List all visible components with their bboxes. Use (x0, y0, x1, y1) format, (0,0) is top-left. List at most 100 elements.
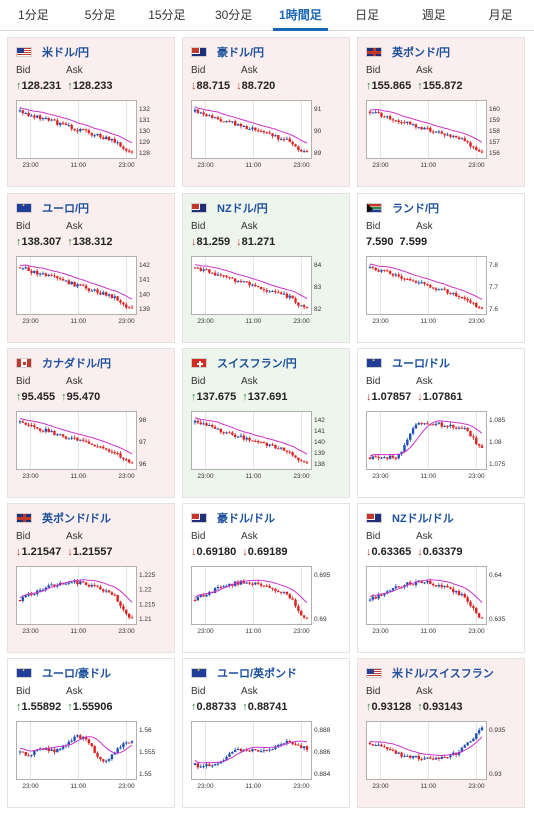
bid-value: 7.590 (366, 236, 394, 248)
rate-card[interactable]: ユーロ/ドルBidAsk↓1.07857↓1.078611.0851.081.0… (357, 348, 525, 498)
candle-body (443, 288, 446, 290)
ask-label: Ask (66, 65, 83, 76)
price-chart[interactable]: 160 159 158 157 156 23:00 11:00 23:00 (366, 100, 516, 170)
pair-name[interactable]: ユーロ/円 (42, 203, 90, 215)
pair-name[interactable]: ユーロ/英ポンド (217, 668, 298, 680)
tab-6[interactable]: 週足 (421, 8, 446, 22)
price-chart[interactable]: 98 97 96 23:00 11:00 23:00 (16, 411, 166, 481)
bid-value: 81.259 (196, 236, 231, 248)
candle-body (110, 138, 114, 141)
candle-body (208, 424, 211, 426)
pair-name[interactable]: NZドル/ドル (392, 513, 454, 525)
rate-card[interactable]: ユーロ/円BidAsk↑138.307↑138.3121421411401392… (7, 193, 175, 343)
candle-body (202, 595, 205, 597)
price-chart[interactable]: 1.085 1.08 1.075 23:00 11:00 23:00 (366, 411, 516, 481)
price-chart[interactable]: 132 131 130 129 128 23:00 11:00 23:00 (16, 100, 166, 170)
candle-body (475, 733, 478, 739)
tab-7[interactable]: 月足 (488, 8, 513, 22)
bid-label: Bid (366, 376, 381, 387)
rate-card[interactable]: 豪ドル/円 Bid Ask ↓88.715 ↓88.720 91 90 89 23:00 11:0… (182, 37, 350, 187)
tab-4[interactable]: 1時間足 (267, 0, 334, 31)
tab-2[interactable]: 15分足 (148, 8, 186, 22)
candle-body (265, 585, 268, 587)
rate-card[interactable]: 豪ドル/ドル Bid Ask ↓0.69180 ↓0.69189 0.695 0.69 23:… (182, 503, 350, 653)
y-tick-label: 1.55 (139, 771, 152, 778)
rate-card[interactable]: ユーロ/豪ドルBidAsk↑1.55892↑1.559061.561.5551.… (7, 658, 175, 808)
rate-card[interactable]: ランド/円 Bid Ask 7.590 7.599 7.8 7.7 7.6 23:00 11:00… (357, 193, 525, 343)
candle-body (116, 453, 119, 455)
candle-body (239, 580, 243, 585)
rates: ↑128.231 ↑128.233 (16, 80, 119, 92)
pair-name[interactable]: 豪ドル/円 (217, 47, 265, 59)
pair-name[interactable]: 豪ドル/ドル (217, 513, 276, 525)
rate-card[interactable]: NZドル/円 Bid Ask ↓81.259 ↓81.271 84 83 82 23:00 11:… (182, 193, 350, 343)
rate-card[interactable]: NZドル/ドル Bid Ask ↓0.63365 ↓0.63379 0.64 0.635 23… (357, 503, 525, 653)
tab-0[interactable]: 1分足 (18, 8, 49, 22)
candle-body (472, 302, 475, 304)
price-chart[interactable]: 84 83 82 23:00 11:00 23:00 (191, 256, 341, 326)
candle-body (113, 752, 116, 755)
candle-body (30, 270, 33, 273)
pair-name[interactable]: 米ドル/円 (42, 47, 90, 59)
candle-body (231, 121, 234, 123)
y-tick-label: 1.555 (139, 749, 156, 756)
price-chart[interactable]: 142 141 140 139 138 23:00 11:00 23:00 (191, 411, 341, 481)
candle-body (262, 442, 266, 444)
price-chart[interactable]: 0.935 0.93 23:00 11:00 23:00 (366, 721, 516, 791)
candle-body (477, 149, 481, 152)
candle-body (437, 757, 441, 759)
price-chart[interactable]: 91 90 89 23:00 11:00 23:00 (191, 100, 341, 170)
pair-name[interactable]: ユーロ/ドル (392, 358, 451, 370)
pair-name[interactable]: ユーロ/豪ドル (42, 668, 112, 680)
candle-body (127, 742, 131, 744)
bid-value: 0.93128 (371, 701, 412, 713)
pair-name[interactable]: NZドル/円 (217, 203, 268, 215)
bid-label: Bid (191, 686, 206, 697)
eu-flag-icon (366, 358, 382, 368)
pair-name[interactable]: カナダドル/円 (42, 358, 112, 370)
candle-body (67, 741, 71, 746)
candle-body (420, 423, 423, 425)
rate-card[interactable]: カナダドル/円 Bid Ask ↑95.455 ↑95.470 98 97 96 23:00 11… (7, 348, 175, 498)
candle-body (130, 617, 134, 619)
y-tick-label: 97 (139, 439, 147, 446)
card-title: ユーロ/英ポンド (191, 666, 297, 680)
candle-body (271, 133, 274, 137)
arrow-up-icon: ↑ (16, 80, 22, 92)
candle-body (47, 585, 50, 588)
pair-name[interactable]: 英ポンド/ドル (42, 513, 112, 525)
y-tick-label: 7.8 (489, 262, 498, 269)
pair-name[interactable]: 米ドル/スイスフラン (392, 668, 494, 680)
price-chart[interactable]: 0.64 0.635 23:00 11:00 23:00 (366, 566, 516, 636)
price-chart[interactable]: 1.56 1.555 1.55 23:00 11:00 23:00 (16, 721, 166, 791)
price-chart[interactable]: 7.8 7.7 7.6 23:00 11:00 23:00 (366, 256, 516, 326)
rate-card[interactable]: スイスフラン/円 Bid Ask ↑137.675 ↑137.691 142 141 140 1… (182, 348, 350, 498)
candle-body (222, 586, 225, 588)
candle-body (406, 439, 409, 446)
pair-name[interactable]: スイスフラン/円 (217, 358, 297, 370)
candle-body (288, 138, 291, 142)
arrow-up-icon: ↑ (16, 391, 22, 403)
pair-name[interactable]: ランド/円 (392, 203, 440, 215)
x-tick-label: 11:00 (420, 783, 436, 790)
rate-card[interactable]: 米ドル/スイスフラン Bid Ask ↑0.93128 ↑0.93143 0.935 0.9… (357, 658, 525, 808)
rate-card[interactable]: 英ポンド/円 Bid Ask ↑155.865 ↑155.872 160 159 158 157… (357, 37, 525, 187)
candle-body (475, 147, 478, 150)
tab-3[interactable]: 30分足 (214, 8, 253, 22)
candle-body (213, 764, 217, 766)
price-chart[interactable]: 142 141 140 139 23:00 11:00 23:00 (16, 256, 166, 326)
rate-card[interactable]: 米ドル/円 Bid Ask ↑128.231 ↑128.233 132 131 130 129 1… (7, 37, 175, 187)
rate-card[interactable]: ユーロ/英ポンドBidAsk↑0.88733↑0.887410.8880.886… (182, 658, 350, 808)
price-chart[interactable]: 0.888 0.886 0.884 23:00 11:00 23:00 (191, 721, 341, 791)
candle-body (279, 447, 283, 449)
ask-label: Ask (416, 221, 433, 232)
rate-card[interactable]: 英ポンド/ドル Bid Ask ↓1.21547 ↓1.21557 1.225 1.22 1.… (7, 503, 175, 653)
price-chart[interactable]: 1.225 1.22 1.215 1.21 23:00 11:00 23:00 (16, 566, 166, 636)
pair-name[interactable]: 英ポンド/円 (392, 47, 451, 59)
candle-body (93, 444, 96, 447)
tab-5[interactable]: 日足 (355, 8, 380, 22)
candle-body (113, 452, 116, 454)
price-chart[interactable]: 0.695 0.69 23:00 11:00 23:00 (191, 566, 341, 636)
tab-1[interactable]: 5分足 (84, 8, 116, 22)
candle-body (127, 150, 131, 152)
